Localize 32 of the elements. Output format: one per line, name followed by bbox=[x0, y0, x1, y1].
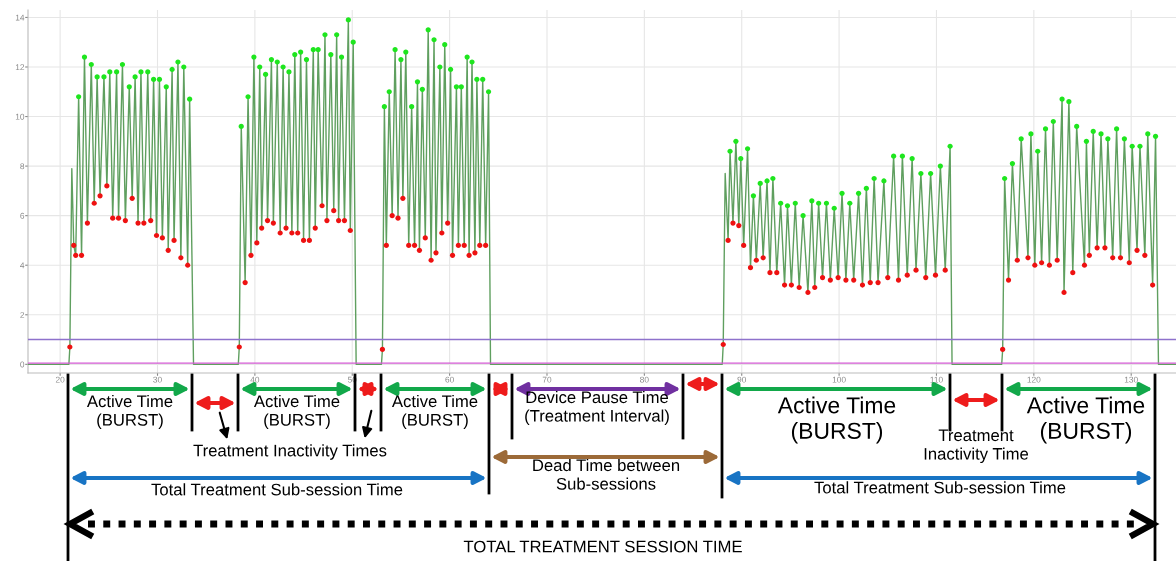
text: Dead Time between Sub-sessions bbox=[533, 458, 680, 490]
x-tick-label: 70 bbox=[542, 376, 552, 383]
x-tick-label: 90 bbox=[737, 376, 747, 383]
x-tick-label: 120 bbox=[1027, 376, 1041, 383]
text: Total Treatment Sub-session Time bbox=[814, 481, 1066, 494]
x-tick-label: 30 bbox=[153, 376, 162, 383]
text: TOTAL TREATMENT SESSION TIME bbox=[463, 540, 742, 553]
y-tick-label: 8 bbox=[20, 163, 25, 170]
y-tick-label: 0 bbox=[20, 361, 25, 368]
x-tick-label: 20 bbox=[55, 376, 65, 383]
y-tick-label: 10 bbox=[15, 113, 25, 120]
text: Active Time (BURST) bbox=[391, 394, 478, 430]
y-tick-label: 2 bbox=[20, 311, 25, 318]
y-tick-label: 12 bbox=[15, 64, 25, 71]
x-tick-label: 110 bbox=[930, 376, 943, 383]
y-tick-label: 14 bbox=[15, 14, 25, 21]
x-tick-label: 80 bbox=[640, 376, 649, 383]
x-tick-label: 130 bbox=[1124, 376, 1138, 383]
y-tick-label: 4 bbox=[20, 262, 25, 269]
text: Active Time (BURST) bbox=[86, 394, 173, 430]
x-tick-label: 60 bbox=[445, 376, 454, 383]
x-tick-label: 100 bbox=[832, 376, 846, 383]
y-tick-label: 6 bbox=[20, 212, 25, 219]
text: Treatment Inactivity Time bbox=[924, 429, 1029, 464]
text: Total Treatment Sub-session Time bbox=[151, 483, 403, 496]
line-series bbox=[28, 19, 1176, 366]
text: Active Time (BURST) bbox=[1026, 396, 1145, 444]
text: Active Time (BURST) bbox=[777, 396, 896, 444]
text: Device Pause Time (Treatment Interval) bbox=[525, 390, 669, 426]
x-tick-label: 40 bbox=[250, 376, 260, 383]
text: Treatment Inactivity Times bbox=[193, 444, 387, 460]
text: Active Time (BURST) bbox=[253, 394, 340, 430]
